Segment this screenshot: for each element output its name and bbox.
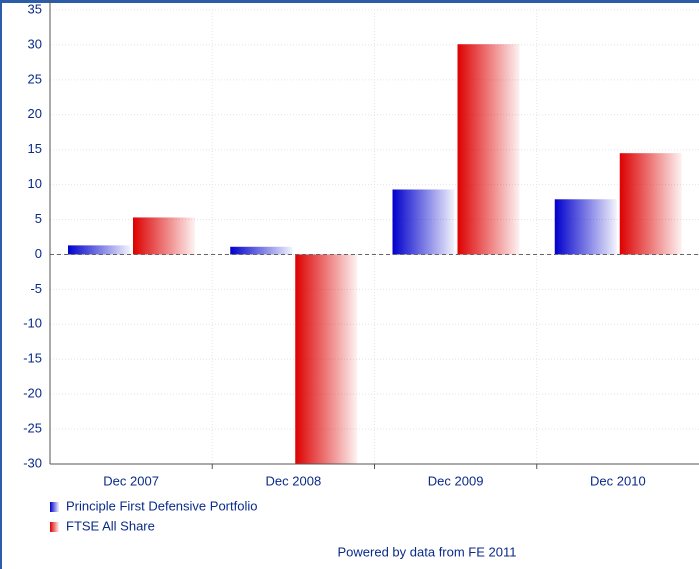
top-border: [0, 0, 699, 3]
y-tick-label: -5: [30, 281, 42, 296]
source-note: Powered by data from FE 2011: [338, 544, 517, 559]
y-tick-label: 15: [28, 141, 42, 156]
x-tick-label: Dec 2009: [428, 473, 484, 488]
y-tick-label: 20: [28, 106, 42, 121]
bar: [619, 153, 682, 255]
bar: [230, 246, 293, 255]
y-tick-label: 0: [35, 246, 42, 261]
y-tick-label: 25: [28, 71, 42, 86]
bar: [392, 189, 455, 255]
legend-label: FTSE All Share: [66, 518, 155, 533]
x-tick-label: Dec 2007: [103, 473, 159, 488]
x-tick-label: Dec 2010: [590, 473, 646, 488]
y-tick-label: 5: [35, 211, 42, 226]
y-tick-label: -25: [23, 421, 42, 436]
bar: [554, 199, 617, 255]
y-tick-label: -30: [23, 455, 42, 470]
y-tick-label: -15: [23, 351, 42, 366]
y-tick-label: -20: [23, 386, 42, 401]
y-tick-label: 30: [28, 36, 42, 51]
y-tick-label: -10: [23, 316, 42, 331]
x-tick-label: Dec 2008: [266, 473, 322, 488]
legend-swatch: [50, 502, 59, 512]
bar: [133, 217, 195, 255]
legend-label: Principle First Defensive Portfolio: [66, 498, 257, 513]
y-tick-label: 35: [28, 1, 42, 16]
left-border: [0, 0, 2, 569]
bar: [68, 245, 130, 255]
y-tick-label: 10: [28, 176, 42, 191]
bar: [295, 254, 358, 464]
legend-swatch: [50, 522, 59, 532]
bar: [457, 44, 520, 255]
